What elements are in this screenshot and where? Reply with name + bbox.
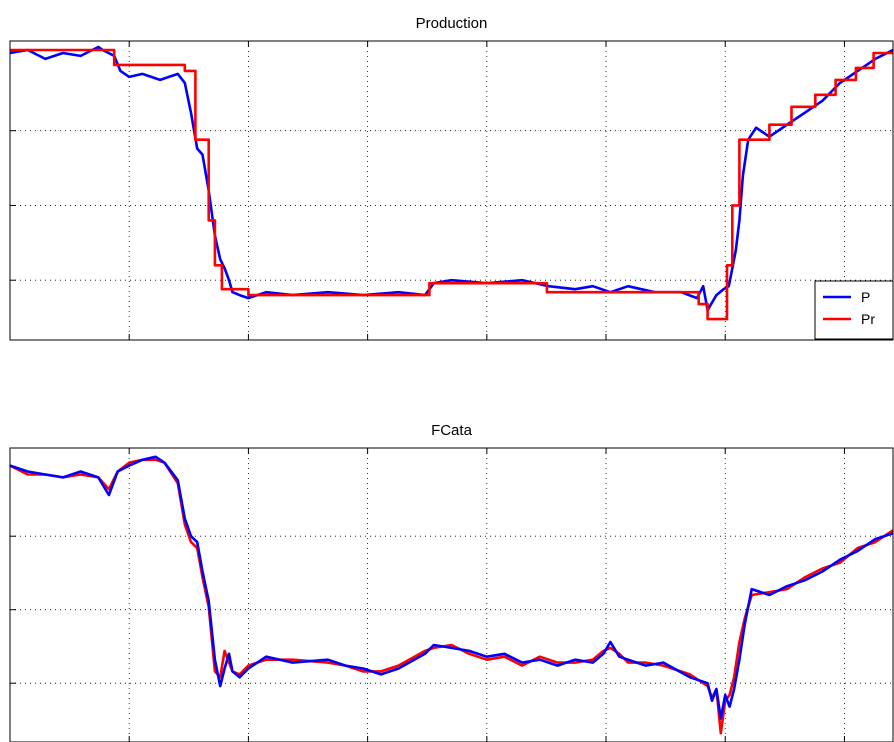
axes-frame (9, 447, 894, 742)
legend-label: Pr (861, 311, 875, 327)
series-line-pr (10, 48, 893, 321)
legend-label: P (861, 289, 870, 305)
axes-frame (9, 40, 894, 341)
series-line-p (10, 45, 893, 312)
chart-title: FCata (431, 422, 473, 439)
fcata-panel: FCata (9, 422, 894, 742)
chart-title: Production (416, 15, 488, 32)
series-line-pr (10, 458, 893, 735)
legend: P Pr (814, 280, 894, 340)
series-line-p (10, 455, 893, 720)
legend-box (814, 280, 894, 340)
production-panel: Production P Pr (9, 15, 894, 341)
